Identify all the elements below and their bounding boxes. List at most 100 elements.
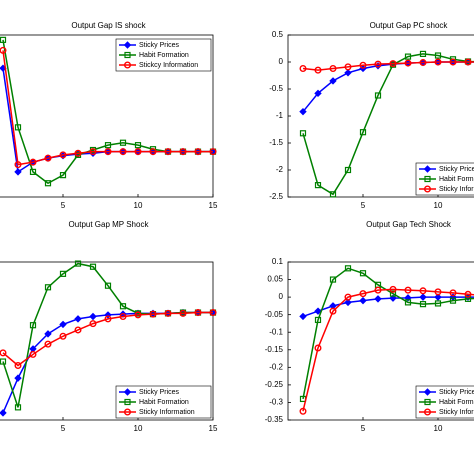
series-line: [302, 288, 474, 412]
marker: [123, 41, 132, 49]
y-tick-label: -0.5: [269, 84, 283, 93]
marker: [404, 299, 412, 306]
marker: [44, 154, 52, 162]
marker: [344, 166, 352, 174]
marker: [59, 320, 67, 329]
marker: [374, 295, 382, 303]
marker: [29, 168, 37, 175]
marker: [59, 172, 67, 179]
x-tick-label: 15: [209, 201, 218, 210]
marker: [299, 407, 307, 415]
marker: [134, 148, 142, 156]
marker: [194, 309, 202, 317]
marker: [344, 293, 352, 301]
marker: [209, 309, 217, 317]
legend-label: Habit Formation: [139, 52, 189, 59]
marker: [464, 58, 472, 66]
marker: [424, 398, 431, 406]
marker: [44, 284, 52, 291]
marker: [209, 148, 217, 156]
chart-title: Output Gap MP Shock: [69, 220, 150, 229]
legend-label: Sticky Information: [439, 186, 474, 193]
marker: [44, 180, 52, 187]
marker: [0, 46, 7, 54]
y-tick-label: 0.05: [267, 275, 283, 284]
marker: [434, 293, 442, 301]
marker: [424, 408, 432, 416]
marker: [134, 311, 142, 319]
marker: [149, 310, 157, 318]
marker: [329, 191, 337, 198]
marker: [434, 288, 442, 296]
chart-title: Output Gap PC shock: [370, 21, 449, 30]
series-line: [302, 61, 474, 71]
series-line: [2, 50, 213, 166]
marker: [344, 298, 352, 307]
x-tick-label: 10: [434, 424, 443, 433]
marker: [344, 69, 352, 77]
marker: [123, 408, 131, 416]
series-line: [2, 311, 213, 367]
marker: [314, 316, 322, 324]
marker: [449, 58, 457, 66]
marker: [0, 409, 7, 417]
marker: [164, 148, 172, 156]
marker: [374, 286, 382, 294]
marker: [389, 60, 397, 68]
x-tick-label: 5: [361, 424, 366, 433]
x-tick-label: 10: [134, 424, 143, 433]
y-tick-label: 0: [279, 292, 284, 301]
marker: [29, 350, 37, 358]
marker: [434, 58, 442, 66]
chart-title: Output Gap Tech Shock: [366, 220, 452, 229]
marker: [179, 309, 187, 317]
marker: [359, 296, 367, 305]
chart-title: Output Gap IS shock: [71, 21, 146, 30]
x-tick-label: 15: [209, 424, 218, 433]
marker: [89, 320, 97, 328]
marker: [314, 182, 322, 189]
marker: [329, 77, 337, 85]
marker: [464, 295, 472, 302]
marker: [314, 66, 322, 74]
marker: [59, 332, 67, 340]
marker: [74, 260, 82, 267]
x-tick-label: 5: [61, 424, 66, 433]
y-tick-label: 0: [279, 57, 284, 66]
marker: [74, 315, 82, 323]
marker: [299, 64, 307, 72]
marker: [359, 290, 367, 298]
marker: [419, 301, 427, 308]
marker: [164, 309, 172, 317]
marker: [389, 290, 397, 297]
marker: [404, 59, 412, 67]
marker: [59, 270, 67, 277]
marker: [419, 287, 427, 295]
y-tick-label: -0.2: [269, 362, 283, 371]
y-tick-label: -1: [276, 111, 284, 120]
marker: [389, 285, 397, 293]
marker: [124, 398, 131, 406]
marker: [104, 148, 112, 156]
marker: [344, 265, 352, 272]
marker: [14, 374, 22, 382]
marker: [119, 313, 127, 321]
marker: [404, 53, 412, 60]
marker: [179, 148, 187, 156]
marker: [89, 148, 97, 156]
marker: [14, 161, 22, 169]
marker: [14, 361, 22, 369]
marker: [359, 129, 367, 136]
marker: [419, 50, 427, 58]
x-tick-label: 10: [134, 201, 143, 210]
marker: [89, 312, 97, 321]
marker: [29, 322, 37, 329]
y-tick-label: -0.05: [265, 310, 284, 319]
marker: [124, 51, 131, 59]
marker: [119, 303, 127, 310]
marker: [14, 124, 22, 131]
legend-label: Stickcy Information: [139, 62, 198, 69]
marker: [423, 165, 432, 173]
marker: [123, 388, 132, 396]
